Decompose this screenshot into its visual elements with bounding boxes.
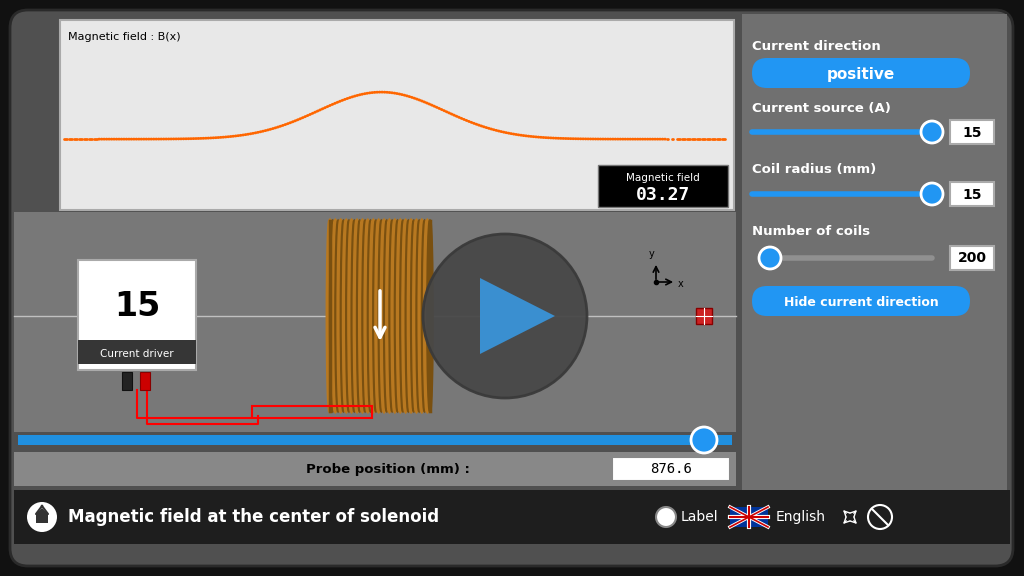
Bar [122,372,132,390]
FancyBboxPatch shape [752,58,970,88]
Circle shape [691,427,717,453]
Text: 200: 200 [957,251,986,265]
Bar [950,246,994,270]
Text: Magnetic field at the center of solenoid: Magnetic field at the center of solenoid [68,508,439,526]
Text: 15: 15 [963,126,982,140]
FancyBboxPatch shape [10,10,1013,566]
Circle shape [759,247,781,269]
Text: Number of coils: Number of coils [752,225,870,238]
Bar [18,435,732,445]
Text: Current direction: Current direction [752,40,881,53]
Text: Coil radius (mm): Coil radius (mm) [752,163,877,176]
Text: English: English [776,510,826,524]
Bar [60,20,734,210]
Polygon shape [36,508,48,523]
Circle shape [656,507,676,527]
Circle shape [27,502,57,532]
Text: 15: 15 [114,290,160,324]
Text: positive: positive [826,66,895,81]
Text: Magnetic field : B(x): Magnetic field : B(x) [68,32,180,42]
Bar [140,372,150,390]
Bar [950,120,994,144]
Text: Label: Label [681,510,719,524]
FancyBboxPatch shape [752,286,970,316]
Bar [14,490,1010,544]
Text: Hide current direction: Hide current direction [783,295,938,309]
Text: 876.6: 876.6 [650,462,692,476]
Text: 15: 15 [963,188,982,202]
Bar [14,452,736,486]
Text: x: x [678,279,684,289]
Text: Magnetic field: Magnetic field [626,173,699,183]
Circle shape [921,121,943,143]
Bar [950,182,994,206]
Polygon shape [480,278,555,354]
Bar [696,308,712,324]
Bar [598,165,728,207]
Bar [78,260,196,370]
Text: Probe position (mm) :: Probe position (mm) : [306,464,470,476]
Bar [730,507,768,527]
Text: Current driver: Current driver [100,349,174,359]
Bar [742,14,1007,520]
Bar [78,340,196,364]
Circle shape [423,234,587,398]
Text: y: y [648,249,654,259]
Bar [14,212,736,432]
Bar [612,457,730,481]
Text: 03.27: 03.27 [636,186,690,204]
Circle shape [921,183,943,205]
Bar [252,406,372,418]
Text: Current source (A): Current source (A) [752,102,891,115]
